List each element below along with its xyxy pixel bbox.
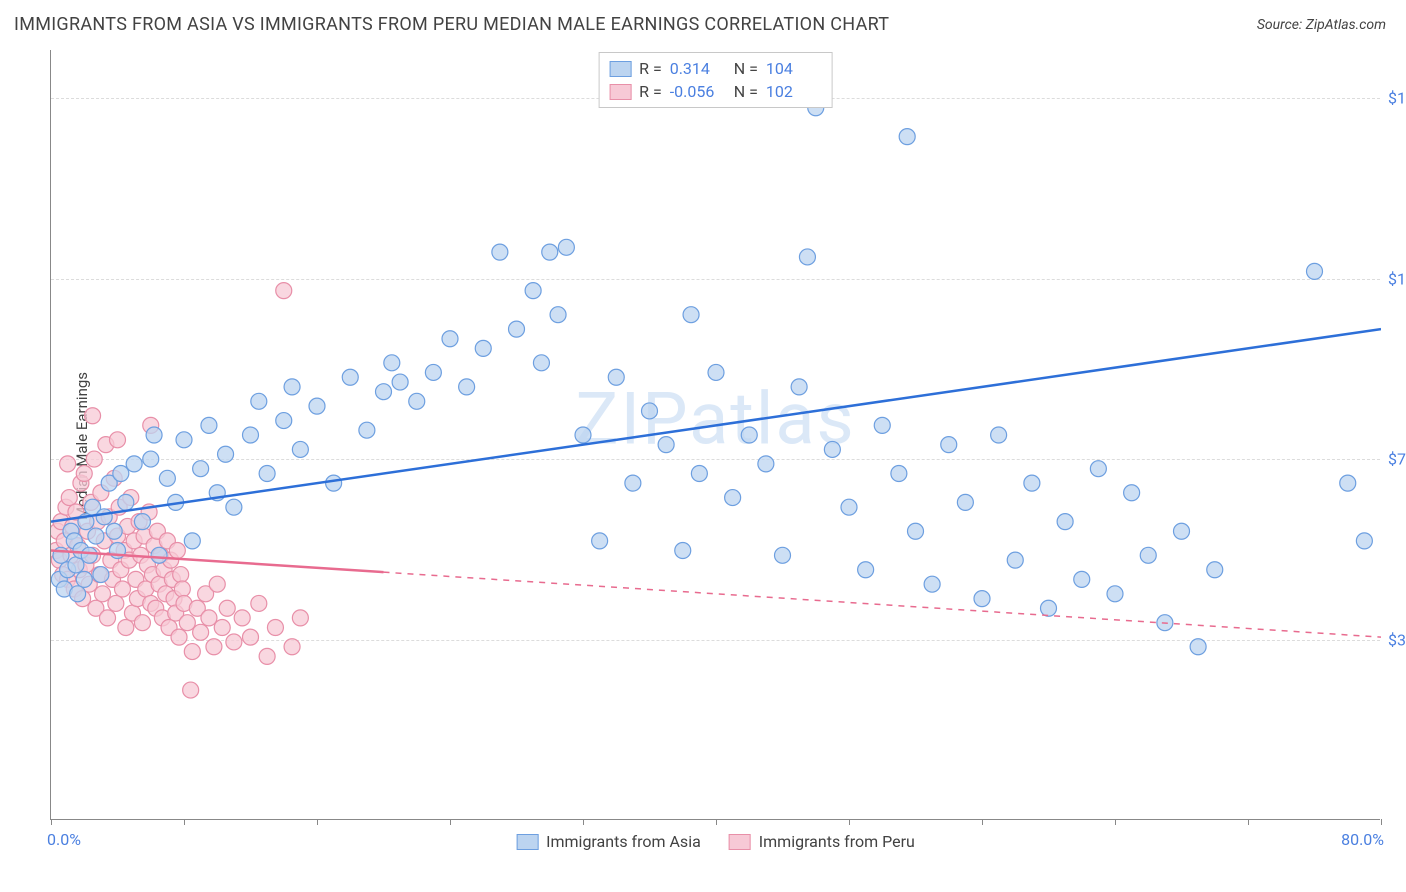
x-max-label: 80.0% xyxy=(1341,830,1384,849)
stats-row-peru: R = -0.056 N = 102 xyxy=(609,80,822,103)
x-tick xyxy=(317,819,318,825)
x-tick xyxy=(716,819,717,825)
swatch-asia xyxy=(609,61,631,77)
x-min-label: 0.0% xyxy=(47,830,81,849)
x-tick xyxy=(450,819,451,825)
n-value-asia: 104 xyxy=(766,59,822,78)
x-tick xyxy=(849,819,850,825)
x-tick xyxy=(1115,819,1116,825)
x-tick xyxy=(583,819,584,825)
swatch-peru xyxy=(729,834,751,850)
x-tick xyxy=(982,819,983,825)
legend-item-asia: Immigrants from Asia xyxy=(516,832,701,851)
legend-item-peru: Immigrants from Peru xyxy=(729,832,915,851)
stats-row-asia: R = 0.314 N = 104 xyxy=(609,57,822,80)
n-value-peru: 102 xyxy=(766,82,822,101)
n-label: N = xyxy=(734,59,758,78)
y-tick-label: $112,500 xyxy=(1382,269,1406,288)
x-tick xyxy=(184,819,185,825)
swatch-asia xyxy=(516,834,538,850)
chart-plot-area: ZIPatlas $37,500$75,000$112,500$150,000 … xyxy=(50,50,1380,820)
x-tick xyxy=(1248,819,1249,825)
n-label: N = xyxy=(734,82,758,101)
legend-label-asia: Immigrants from Asia xyxy=(546,832,701,851)
x-tick xyxy=(1381,819,1382,825)
chart-header: IMMIGRANTS FROM ASIA VS IMMIGRANTS FROM … xyxy=(0,0,1406,45)
chart-source: Source: ZipAtlas.com xyxy=(1257,17,1386,33)
stats-legend-box: R = 0.314 N = 104 R = -0.056 N = 102 xyxy=(598,52,833,108)
y-tick-label: $37,500 xyxy=(1382,630,1406,649)
legend-label-peru: Immigrants from Peru xyxy=(759,832,915,851)
scatter-svg xyxy=(51,50,1381,820)
r-label: R = xyxy=(639,82,662,101)
series-legend: Immigrants from Asia Immigrants from Per… xyxy=(516,832,915,851)
y-tick-label: $150,000 xyxy=(1382,89,1406,108)
y-tick-label: $75,000 xyxy=(1382,450,1406,469)
swatch-peru xyxy=(609,84,631,100)
chart-title: IMMIGRANTS FROM ASIA VS IMMIGRANTS FROM … xyxy=(14,14,889,35)
r-label: R = xyxy=(639,59,662,78)
r-value-asia: 0.314 xyxy=(670,59,726,78)
r-value-peru: -0.056 xyxy=(670,82,726,101)
x-tick xyxy=(51,819,52,825)
